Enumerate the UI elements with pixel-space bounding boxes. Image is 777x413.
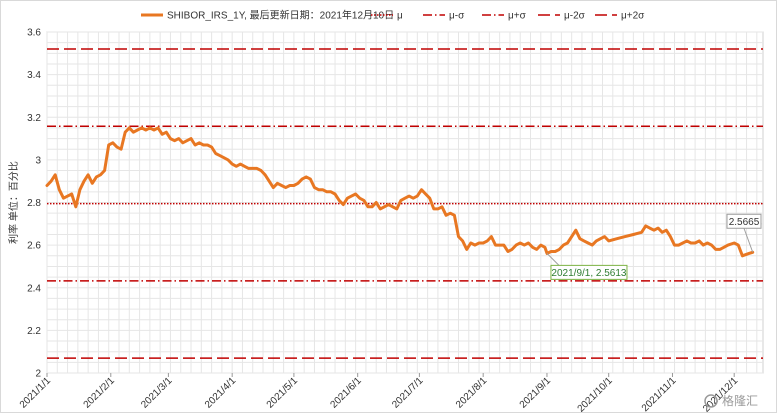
y-tick-label: 2.4 [27, 283, 41, 294]
x-tick-label: 2021/8/1 [454, 375, 490, 411]
legend-label: SHIBOR_IRS_1Y, 最后更新日期：2021年12月10日 [167, 9, 394, 22]
series-line [45, 126, 755, 258]
y-axis-label: 利率 单位：百分比 [7, 161, 20, 244]
y-tick-label: 3.6 [27, 28, 41, 39]
x-tick-label: 2021/10/1 [576, 375, 616, 412]
y-tick-label: 2.6 [27, 241, 41, 252]
annotations: 2021/9/1, 2.5613 2.5665 [546, 213, 762, 280]
callout-box [550, 264, 628, 280]
y-tick-label: 3.2 [27, 113, 41, 124]
callout-leader [743, 228, 754, 253]
reference-lines [47, 48, 763, 359]
legend-label: μ [397, 11, 403, 22]
callout-box [726, 213, 762, 229]
legend-label: μ-σ [449, 11, 465, 22]
y-tick-label: 2 [35, 369, 41, 380]
legend-label: μ+σ [508, 11, 527, 22]
y-tick-label: 2.8 [27, 198, 41, 209]
x-tick-label: 2021/4/1 [203, 375, 239, 411]
callout-label: 2021/9/1, 2.5613 [551, 268, 627, 279]
legend-label: μ+2σ [621, 11, 645, 22]
y-tick-label: 3.4 [27, 70, 41, 81]
y-tick-label: 3 [35, 155, 41, 166]
grid [46, 31, 764, 374]
y-tick-label: 2.2 [27, 326, 41, 337]
x-tick-label: 2021/11/1 [640, 375, 679, 412]
watermark-logo-icon [704, 394, 718, 408]
x-tick-label: 2021/6/1 [328, 375, 364, 411]
watermark: 格隆汇 [704, 393, 758, 408]
legend-label: μ-2σ [564, 11, 586, 22]
x-tick-label: 2021/7/1 [390, 375, 426, 411]
x-tick-label: 2021/1/1 [18, 375, 54, 411]
x-tick-label: 2021/5/1 [265, 375, 301, 411]
watermark-text: 格隆汇 [722, 393, 758, 408]
x-tick-label: 2021/3/1 [139, 375, 175, 411]
x-tick-label: 2021/9/1 [518, 375, 554, 411]
series-layer [45, 126, 755, 258]
legend: SHIBOR_IRS_1Y, 最后更新日期：2021年12月10日 μ μ-σ μ+σ… [141, 9, 645, 22]
callout-label: 2.5665 [729, 217, 760, 228]
x-tick-label: 2021/2/1 [82, 375, 118, 411]
callout-leader [546, 253, 560, 266]
